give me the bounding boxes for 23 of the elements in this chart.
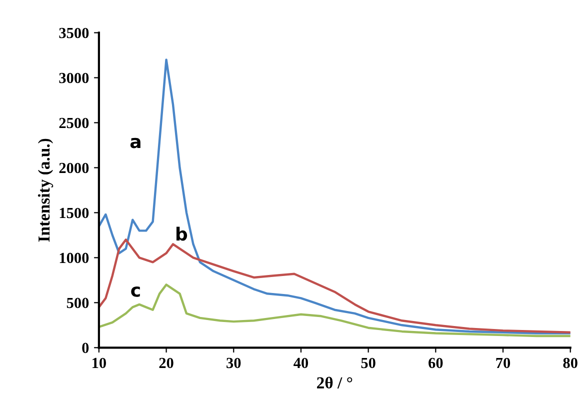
y-tick-label: 500 — [66, 298, 89, 308]
x-tick-label: 10 — [92, 358, 106, 368]
y-tick-label: 1500 — [60, 208, 89, 218]
y-tick-label: 0 — [82, 342, 89, 354]
series-label: b — [176, 226, 188, 241]
x-axis-title: 2θ / ° — [317, 376, 352, 389]
x-tick-label: 40 — [294, 358, 308, 368]
y-axis-title: Intensity (a.u.) — [38, 138, 54, 242]
x-tick-label: 50 — [361, 358, 376, 368]
x-tick-label: 60 — [428, 358, 443, 368]
x-tick-label: 20 — [159, 358, 174, 368]
y-tick-label: 3000 — [59, 72, 89, 84]
y-tick-label: 3500 — [59, 28, 89, 38]
line-series — [98, 58, 570, 334]
x-tick-label: 30 — [226, 358, 241, 368]
y-tick-label: 2000 — [59, 162, 89, 174]
series-label: c — [131, 286, 140, 297]
y-tick-label: 2500 — [59, 118, 89, 128]
y-tick-label: 1000 — [60, 252, 89, 264]
line-series — [98, 284, 570, 338]
x-tick-label: 80 — [563, 358, 578, 368]
series-label: a — [130, 138, 140, 148]
x-tick-label: 70 — [496, 358, 510, 368]
